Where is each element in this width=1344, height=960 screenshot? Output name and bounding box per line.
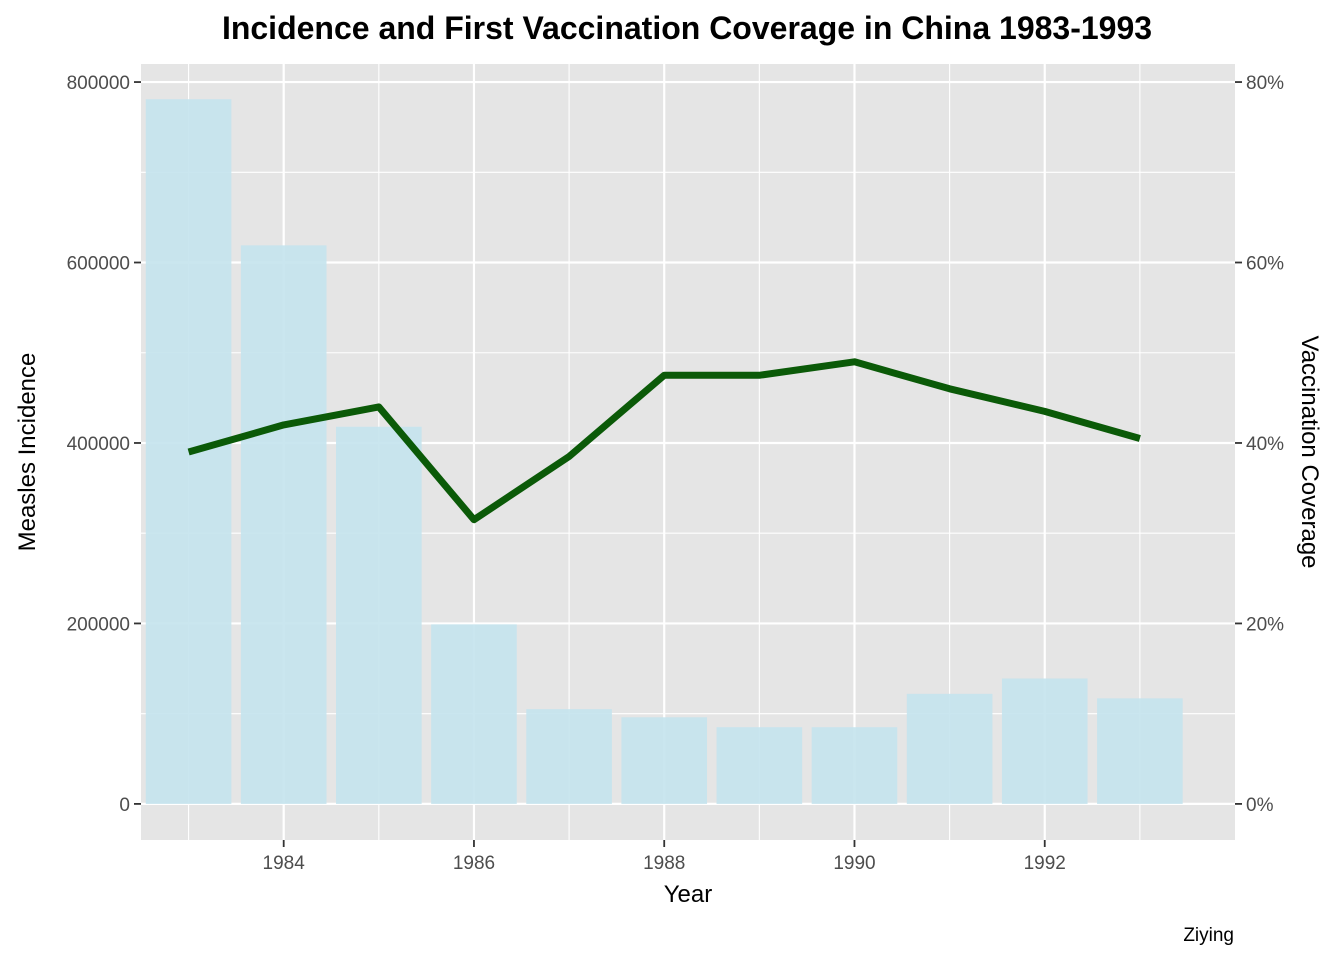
coverage-line-series [187,358,1141,524]
chart-title: Incidence and First Vaccination Coverage… [222,10,1152,46]
y-tick-label: 400000 [67,434,130,455]
incidence-bar-1992 [1001,678,1088,804]
x-tick-label: 1988 [643,853,685,874]
incidence-bar-1985 [336,426,422,804]
y-axis-left: 0 200000 400000 600000 800000 [67,73,141,816]
incidence-bar-1990 [811,727,898,804]
y-tick-label: 600000 [67,254,130,275]
y2-tick-label: 60% [1246,254,1284,275]
coverage-line [187,358,1141,524]
x-tick-label: 1986 [453,853,495,874]
caption: Ziying [1183,925,1234,946]
x-axis: 1984 1986 1988 1990 1992 [263,840,1066,874]
y-axis-right: 0% 20% 40% 60% 80% [1235,73,1284,816]
x-tick-label: 1990 [833,853,875,874]
x-tick-label: 1984 [263,853,306,874]
y-tick-label: 200000 [67,614,130,635]
incidence-bar-1987 [526,709,612,804]
incidence-bar-1991 [906,693,993,804]
incidence-bar-1984 [240,245,327,804]
x-tick-label: 1992 [1024,853,1066,874]
incidence-bar-1988 [621,717,708,804]
y2-axis-title: Vaccination Coverage [1296,335,1323,568]
y-tick-label: 0 [119,795,130,816]
incidence-bar-1993 [1097,698,1183,804]
y2-tick-label: 20% [1246,614,1284,635]
y-axis-title: Measles Incidence [14,353,41,552]
incidence-bar-1989 [716,727,803,804]
x-axis-title: Year [664,881,713,908]
incidence-bar-1986 [431,624,517,804]
y2-tick-label: 80% [1246,73,1284,94]
y2-tick-label: 0% [1246,795,1274,816]
y2-tick-label: 40% [1246,434,1284,455]
y-tick-label: 800000 [67,73,130,94]
